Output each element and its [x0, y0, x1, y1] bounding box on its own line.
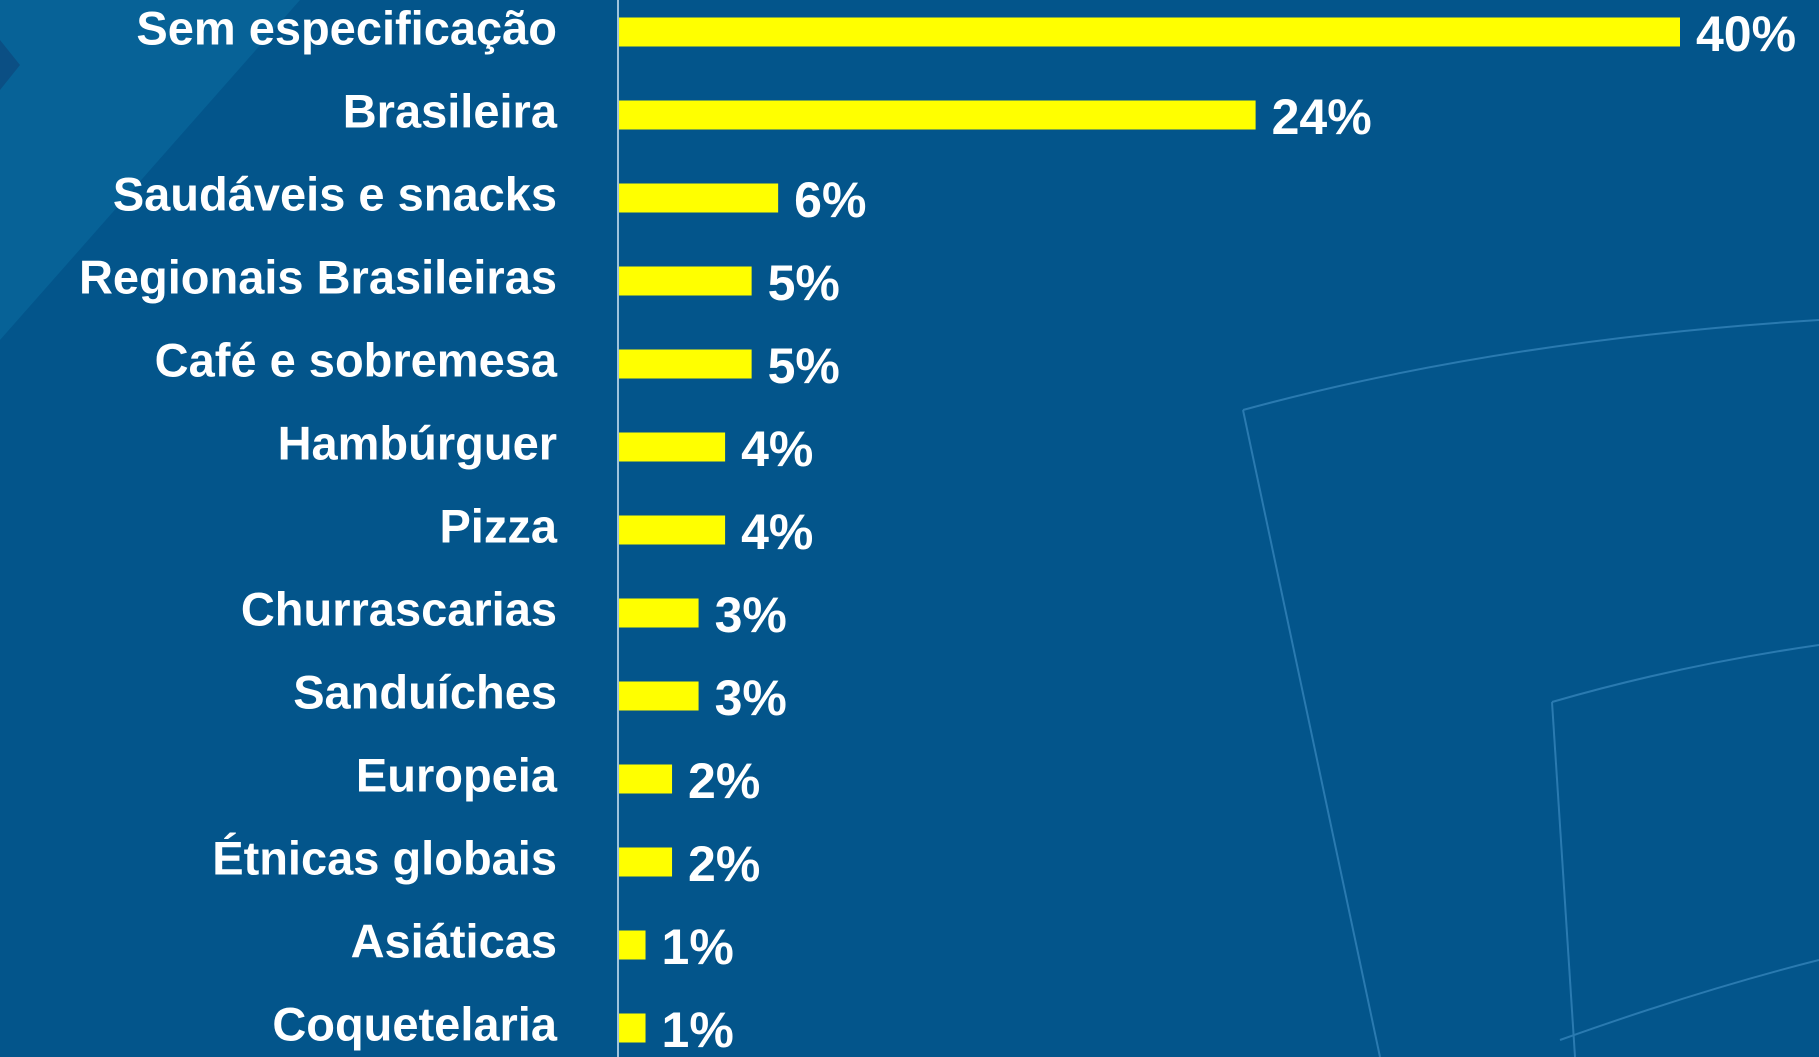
value-label: 4%	[741, 421, 813, 477]
bar	[619, 598, 699, 628]
value-label: 4%	[741, 504, 813, 560]
decor-line	[1551, 701, 1576, 1057]
bar	[619, 1013, 646, 1043]
category-label: Hambúrguer	[278, 416, 557, 469]
category-label: Étnicas globais	[212, 831, 557, 884]
bar	[619, 847, 673, 877]
category-label: Churrascarias	[241, 582, 557, 635]
decor-line	[1559, 959, 1819, 1041]
decor-line	[1551, 644, 1819, 703]
value-label: 1%	[662, 919, 734, 975]
bar	[619, 515, 726, 545]
bar	[619, 681, 699, 711]
value-label: 6%	[794, 172, 866, 228]
value-label: 5%	[768, 338, 840, 394]
decor-shape	[0, 40, 20, 90]
category-label: Brasileira	[343, 84, 558, 137]
bar	[619, 349, 752, 379]
category-label: Pizza	[439, 499, 557, 552]
bar	[619, 17, 1680, 47]
bar	[619, 266, 752, 296]
category-label: Café e sobremesa	[155, 333, 558, 386]
bar	[619, 183, 779, 213]
category-label: Saudáveis e snacks	[113, 167, 557, 220]
bar	[619, 930, 646, 960]
value-label: 40%	[1696, 6, 1796, 62]
category-label: Sem especificação	[136, 1, 557, 54]
category-label: Asiáticas	[351, 914, 557, 967]
decor-line	[1242, 409, 1381, 1057]
value-label: 2%	[688, 753, 760, 809]
decor-shape	[0, 0, 300, 340]
value-label: 3%	[715, 587, 787, 643]
category-label: Coquetelaria	[272, 997, 558, 1050]
value-label: 2%	[688, 836, 760, 892]
bar	[619, 432, 726, 462]
bar	[619, 764, 673, 794]
value-label: 3%	[715, 670, 787, 726]
category-label: Regionais Brasileiras	[79, 250, 557, 303]
category-label: Sanduíches	[293, 665, 557, 718]
value-label: 5%	[768, 255, 840, 311]
decor-line	[1242, 319, 1819, 411]
category-label: Europeia	[356, 748, 558, 801]
value-label: 24%	[1272, 89, 1372, 145]
bar	[619, 100, 1256, 130]
value-label: 1%	[662, 1002, 734, 1057]
